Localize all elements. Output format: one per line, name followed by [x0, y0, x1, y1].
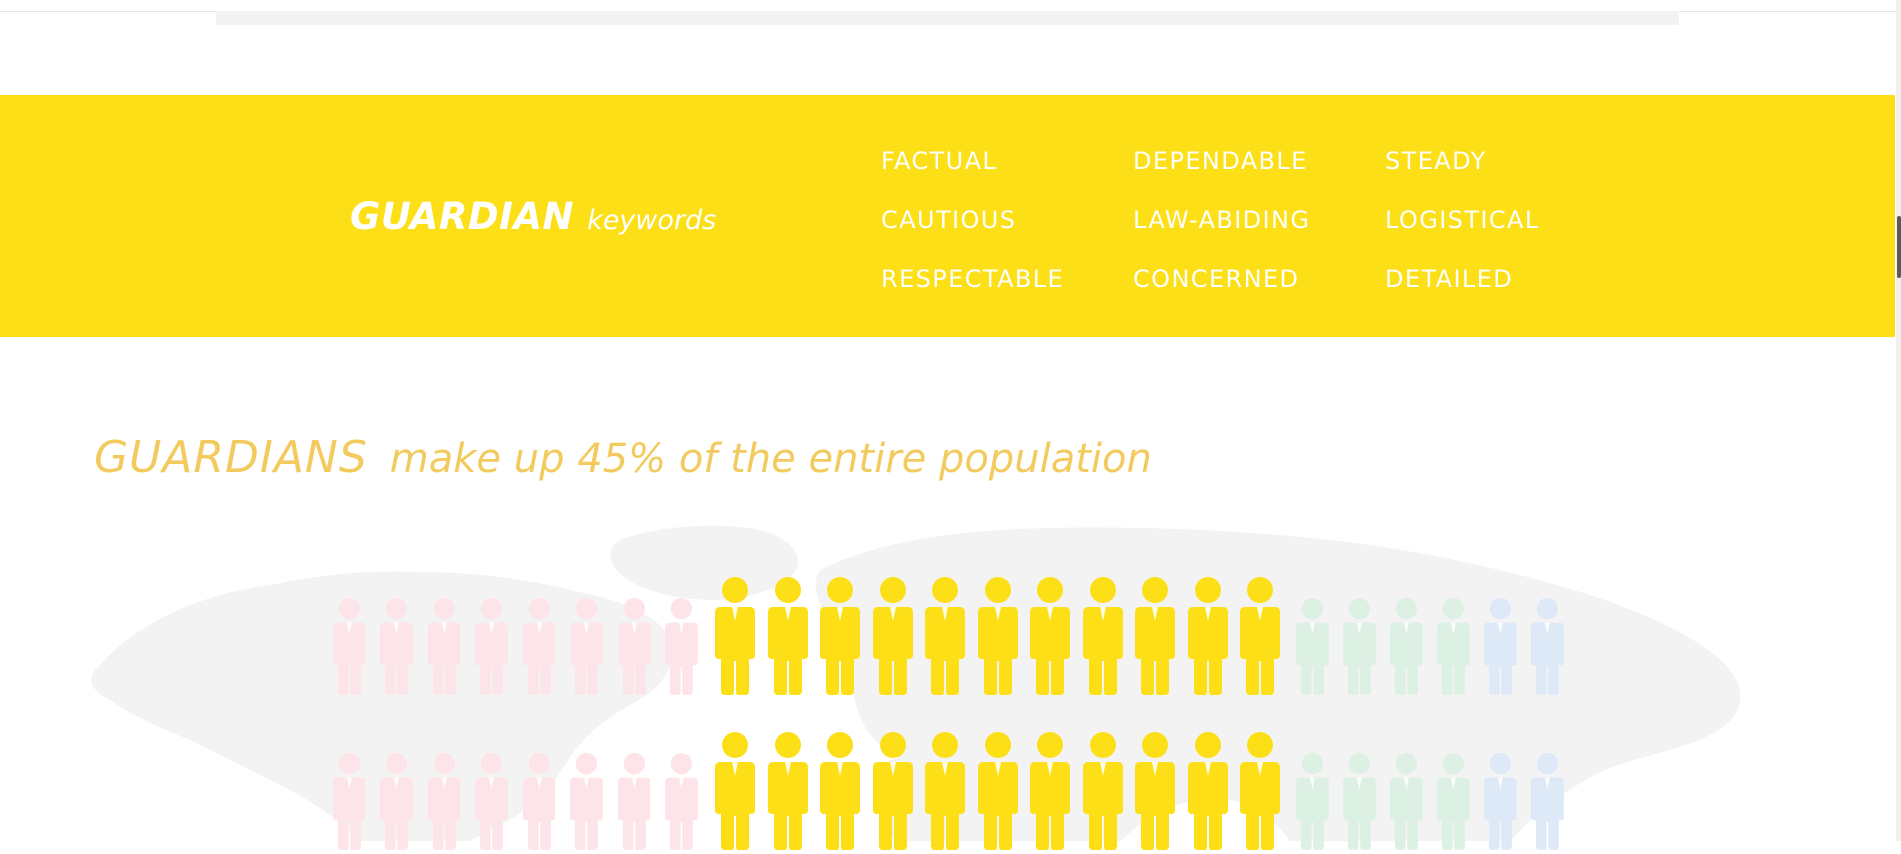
keywords-title: GUARDIAN: [350, 195, 574, 238]
keyword: CONCERNED: [1133, 265, 1300, 293]
person-yellow-icon: [820, 732, 860, 854]
person-pink-icon: [380, 753, 413, 854]
person-yellow-icon: [977, 732, 1018, 854]
person-pink-icon: [570, 598, 603, 699]
population-highlight: GUARDIANS: [94, 432, 368, 483]
keyword: RESPECTABLE: [881, 265, 1065, 293]
person-yellow-icon: [1187, 732, 1228, 854]
person-green-icon: [1343, 598, 1376, 699]
person-yellow-icon: [1082, 732, 1123, 854]
keyword: LOGISTICAL: [1385, 206, 1540, 234]
person-blue-icon: [1531, 598, 1564, 699]
person-yellow-icon: [1082, 577, 1123, 699]
person-yellow-icon: [715, 732, 755, 854]
person-yellow-icon: [1240, 577, 1280, 699]
person-green-icon: [1343, 753, 1376, 854]
top-container-edge: [216, 11, 1679, 25]
person-pink-icon: [332, 598, 366, 699]
person-pink-icon: [617, 598, 651, 699]
person-pink-icon: [380, 598, 413, 699]
person-yellow-icon: [1030, 732, 1070, 854]
person-pink-icon: [617, 753, 651, 854]
person-yellow-icon: [767, 732, 808, 854]
person-pink-icon: [665, 598, 698, 699]
person-pink-icon: [522, 598, 556, 699]
keyword: DETAILED: [1385, 265, 1514, 293]
person-yellow-icon: [715, 577, 755, 699]
keywords-heading: GUARDIAN keywords: [350, 195, 716, 238]
person-yellow-icon: [1187, 577, 1228, 699]
person-yellow-icon: [925, 732, 965, 854]
person-pink-icon: [332, 753, 366, 854]
keywords-grid: FACTUAL DEPENDABLE STEADY CAUTIOUS LAW-A…: [881, 146, 1637, 295]
person-pink-icon: [522, 753, 556, 854]
person-pink-icon: [427, 753, 461, 854]
keyword: LAW-ABIDING: [1133, 206, 1311, 234]
person-green-icon: [1296, 753, 1329, 854]
person-pink-icon: [427, 598, 461, 699]
person-green-icon: [1437, 753, 1470, 854]
person-blue-icon: [1484, 598, 1517, 699]
keyword: STEADY: [1385, 147, 1487, 175]
person-pink-icon: [475, 598, 508, 699]
person-green-icon: [1390, 598, 1423, 699]
scrollbar[interactable]: [1896, 0, 1901, 841]
person-yellow-icon: [977, 577, 1018, 699]
person-yellow-icon: [767, 577, 808, 699]
person-pink-icon: [570, 753, 603, 854]
person-yellow-icon: [820, 577, 860, 699]
person-pink-icon: [665, 753, 698, 854]
person-yellow-icon: [1135, 577, 1175, 699]
population-headline: GUARDIANS make up 45% of the entire popul…: [94, 432, 1152, 483]
person-yellow-icon: [872, 732, 913, 854]
person-green-icon: [1390, 753, 1423, 854]
keyword: CAUTIOUS: [881, 206, 1017, 234]
person-yellow-icon: [1030, 577, 1070, 699]
person-pink-icon: [475, 753, 508, 854]
population-text: make up 45% of the entire population: [389, 436, 1152, 482]
scrollbar-thumb[interactable]: [1897, 216, 1901, 278]
person-blue-icon: [1531, 753, 1564, 854]
person-green-icon: [1437, 598, 1470, 699]
person-yellow-icon: [872, 577, 913, 699]
keywords-section: GUARDIAN keywords FACTUAL DEPENDABLE STE…: [0, 95, 1895, 337]
keywords-subtitle: keywords: [587, 205, 717, 236]
keyword: FACTUAL: [881, 147, 998, 175]
person-yellow-icon: [1135, 732, 1175, 854]
person-blue-icon: [1484, 753, 1517, 854]
keyword: DEPENDABLE: [1133, 147, 1308, 175]
person-yellow-icon: [925, 577, 965, 699]
person-yellow-icon: [1240, 732, 1280, 854]
person-green-icon: [1296, 598, 1329, 699]
